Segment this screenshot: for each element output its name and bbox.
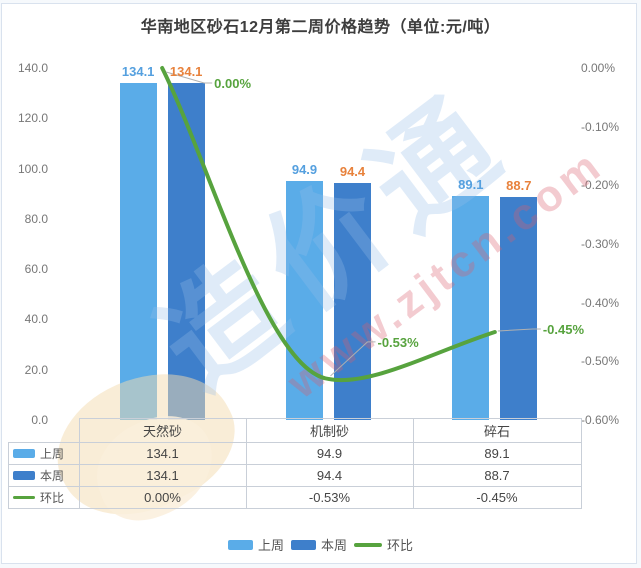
table-cell: 88.7 [412,464,582,487]
legend-item-环比[interactable]: 环比 [354,535,413,554]
table-cell: -0.45% [412,486,582,509]
chart-legend: 上周 本周 环比 [0,535,641,554]
series-swatch [13,449,35,458]
table-col-header: 机制砂 [245,418,414,443]
series-swatch [13,471,35,480]
table-cell: 94.9 [245,442,414,465]
table-corner-cell [9,419,80,443]
legend-swatch [354,542,382,547]
table-col-header: 碎石 [412,418,582,443]
table-row-header: 本周 [8,464,80,487]
table-cell: 89.1 [412,442,582,465]
table-row: 环比 0.00% -0.53% -0.45% [8,486,582,509]
legend-item-本周[interactable]: 本周 [290,535,347,554]
table-cell: -0.53% [245,486,414,509]
legend-swatch [290,539,316,550]
chart-title: 华南地区砂石12月第二周价格趋势（单位:元/吨） [140,19,501,36]
table-row-header: 环比 [8,486,80,509]
series-swatch [13,496,35,499]
table-row: 本周 134.1 94.4 88.7 [8,464,582,487]
data-table: 天然砂 机制砂 碎石 上周 134.1 94.9 89.1 本周 134.1 94.4 88.7 环比… [8,418,582,509]
table-row: 上周 134.1 94.9 89.1 [8,442,582,465]
table-cell: 0.00% [78,486,247,509]
table-cell: 134.1 [78,464,247,487]
legend-item-上周[interactable]: 上周 [227,535,284,554]
table-row-header: 上周 [8,442,80,465]
table-col-header: 天然砂 [78,418,247,443]
legend-label: 上周 [257,538,284,553]
legend-label: 环比 [387,538,414,553]
table-cell: 134.1 [78,442,247,465]
legend-label: 本周 [320,538,347,553]
table-cell: 94.4 [245,464,414,487]
legend-swatch [227,539,253,550]
table-header-row: 天然砂 机制砂 碎石 [9,418,582,443]
